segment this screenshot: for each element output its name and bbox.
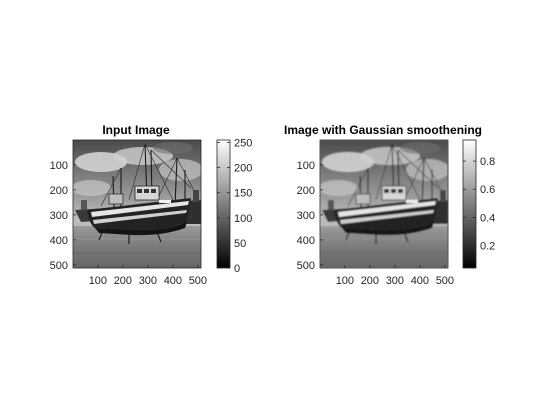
x-tick-label: 500 [436,275,454,287]
smoothed-image-panel: Image with Gaussian smoothening 100 200 30… [284,123,482,287]
colorbar-ticks: 0 50 100 150 200 250 [217,138,252,275]
colorbar-tick-label: 0.4 [480,212,495,224]
colorbar-tick-label: 200 [234,163,252,175]
y-tick-label: 400 [50,235,68,247]
smoothed-image [320,140,448,268]
y-axis: 100 200 300 400 500 [297,160,323,272]
x-tick-label: 300 [139,275,157,287]
y-tick-label: 200 [297,185,315,197]
y-tick-label: 100 [297,160,315,172]
y-tick-label: 300 [297,210,315,222]
colorbar-tick-label: 100 [234,213,252,225]
y-axis: 100 200 300 400 500 [50,160,76,272]
colorbar-tick-label: 250 [234,138,252,150]
x-tick-label: 300 [386,275,404,287]
x-tick-label: 100 [336,275,354,287]
x-axis: 100 200 300 400 500 [336,265,454,287]
colorbar-tick-label: 50 [234,238,246,250]
panel-title: Input Image [102,123,170,137]
colorbar-tick-label: 150 [234,188,252,200]
y-tick-label: 100 [50,160,68,172]
y-tick-label: 500 [297,260,315,272]
x-tick-label: 200 [114,275,132,287]
x-tick-label: 100 [89,275,107,287]
x-tick-label: 200 [361,275,379,287]
colorbar-ticks: 0.2 0.4 0.6 0.8 [463,156,495,252]
colorbar-tick-label: 0 [234,263,240,275]
colorbar-gradient [462,139,477,269]
x-axis: 100 200 300 400 500 [89,265,207,287]
axes-box [319,139,449,269]
input-image-panel: Input Image 100 200 300 400 500 100 200 300 400… [50,123,207,287]
colorbar-tick-label: 0.6 [480,184,495,196]
panel-title: Image with Gaussian smoothening [284,123,482,137]
input-colorbar: 0 50 100 150 200 250 [216,138,252,275]
y-tick-label: 500 [50,260,68,272]
y-tick-label: 400 [297,235,315,247]
smoothed-colorbar: 0.2 0.4 0.6 0.8 [462,139,495,269]
axes-box [72,139,202,269]
input-image [73,140,201,268]
colorbar-gradient [216,139,231,269]
x-tick-label: 400 [164,275,182,287]
x-tick-label: 400 [411,275,429,287]
y-tick-label: 300 [50,210,68,222]
y-tick-label: 200 [50,185,68,197]
colorbar-tick-label: 0.8 [480,156,495,168]
colorbar-tick-label: 0.2 [480,240,495,252]
x-tick-label: 500 [189,275,207,287]
